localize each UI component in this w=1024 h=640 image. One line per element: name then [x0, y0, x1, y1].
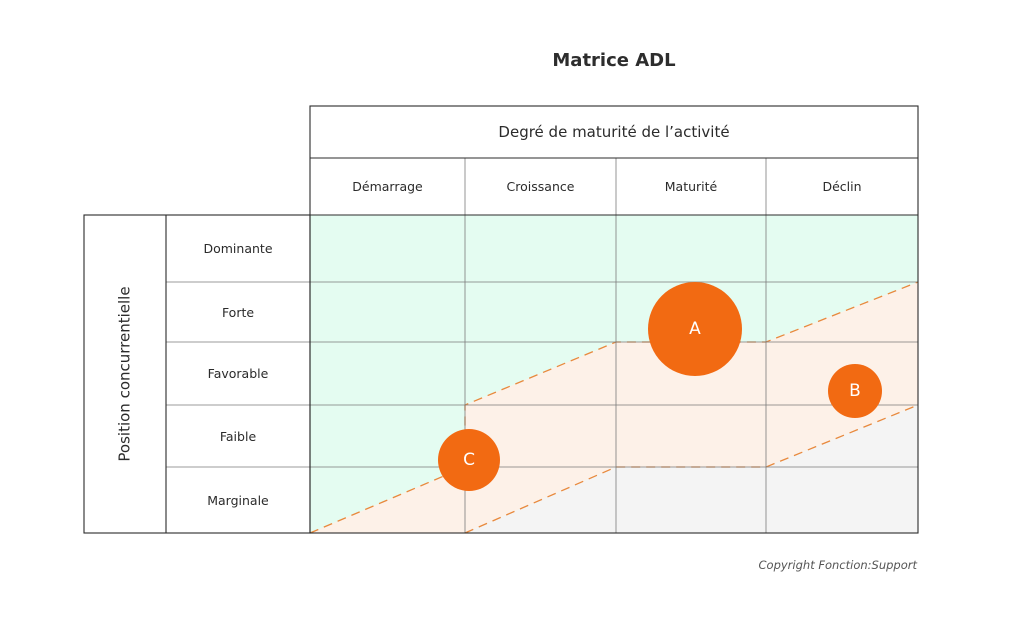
copyright-text: Copyright Fonction:Support — [758, 558, 917, 572]
zone-grey — [465, 405, 918, 533]
upper-boundary-line — [309, 281, 919, 534]
grid-lines — [166, 158, 918, 533]
row-label-forte: Forte — [221, 304, 255, 320]
row-label-faible: Faible — [219, 428, 257, 444]
diagram-title: Matrice ADL — [552, 50, 676, 71]
table-frame — [83, 105, 919, 534]
bubble-b — [828, 364, 882, 418]
bubble-a — [648, 282, 742, 376]
column-header-title: Degré de maturité de l’activité — [498, 123, 730, 141]
row-label-dominante: Dominante — [203, 241, 273, 256]
lower-boundary-line — [464, 404, 919, 534]
row-header-text: Position concurrentielle — [116, 286, 134, 462]
row-label-favorable: Favorable — [207, 366, 269, 381]
column-label-declin: Déclin — [822, 178, 862, 194]
row-label-marginale: Marginale — [207, 492, 269, 508]
row-header-title: Position concurrentielle — [84, 215, 166, 533]
bubble-c — [438, 429, 500, 491]
column-label-croissance: Croissance — [506, 178, 575, 194]
column-label-maturite: Maturité — [664, 178, 718, 194]
column-label-demarrage: Démarrage — [352, 178, 423, 194]
